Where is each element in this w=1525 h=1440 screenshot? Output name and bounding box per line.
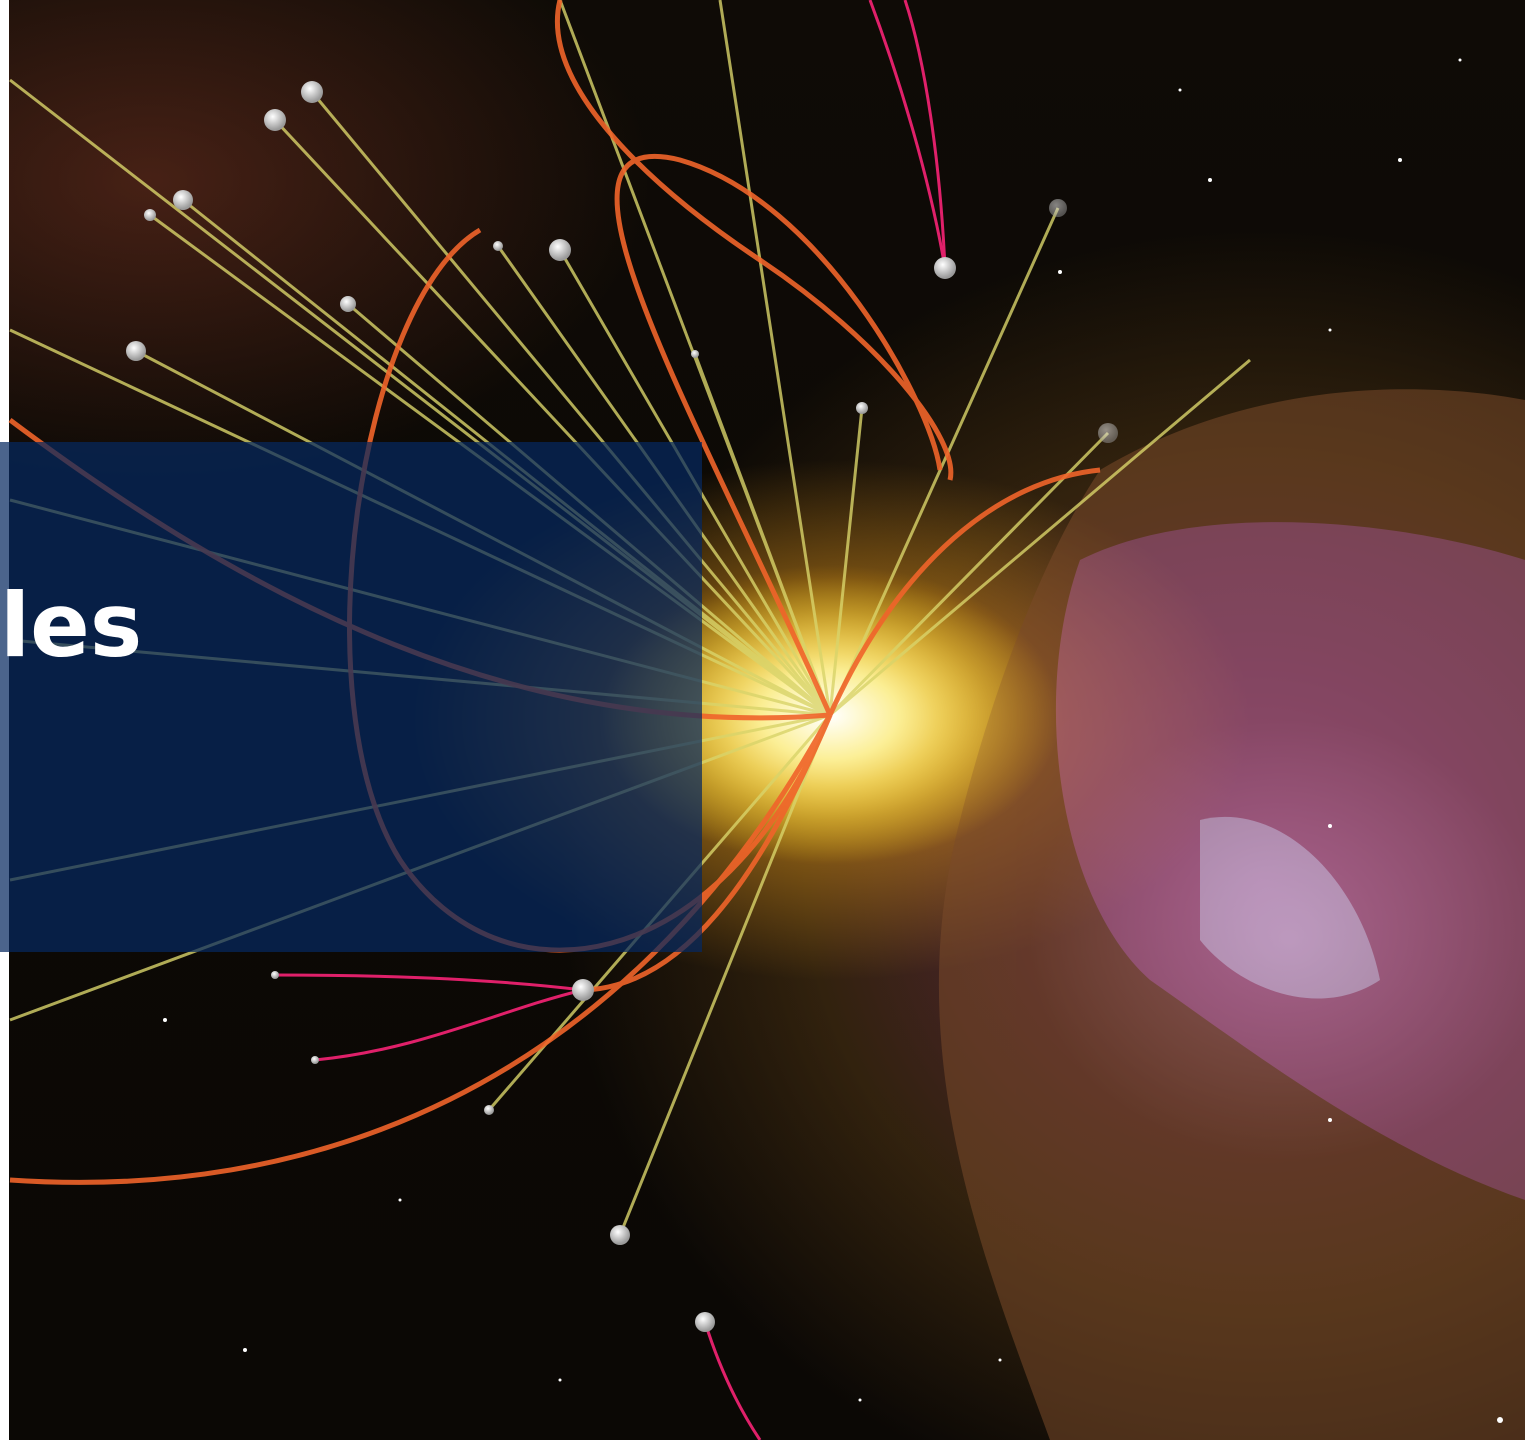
title-banner: les <box>0 442 702 952</box>
stars <box>163 58 1503 1423</box>
particle-endpoints <box>126 81 1118 1332</box>
nebula <box>938 389 1525 1440</box>
magenta-tracks <box>274 0 947 1440</box>
banner-title: les <box>0 574 143 677</box>
